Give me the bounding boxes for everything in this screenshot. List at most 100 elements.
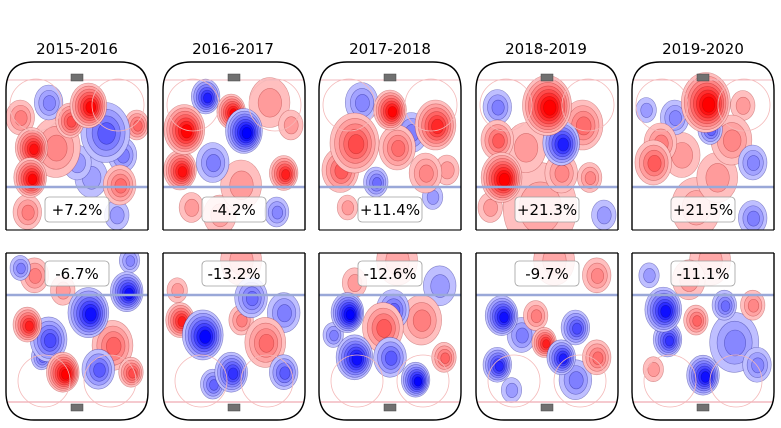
- hotspot-negative: [668, 110, 682, 126]
- heatmap-area: [163, 253, 305, 408]
- hotspot-positive: [439, 161, 455, 180]
- rink-panel: -9.7%: [475, 252, 619, 421]
- rink-boards: [631, 61, 775, 230]
- value-label: -13.2%: [201, 260, 267, 287]
- hotspot-negative: [109, 206, 125, 225]
- rink-panel: +21.5%: [631, 61, 775, 231]
- hotspot-positive: [24, 320, 34, 332]
- faceoff-circle: [91, 78, 145, 132]
- faceoff-circle: [396, 354, 450, 408]
- hotspot-negative: [209, 379, 219, 391]
- hotspot-negative: [42, 95, 56, 111]
- hotspot-negative: [746, 210, 761, 227]
- hotspot-negative: [125, 255, 136, 267]
- hotspot-positive: [542, 339, 551, 349]
- hotspot-positive: [21, 204, 35, 221]
- hotspot-negative: [345, 309, 355, 321]
- net-icon: [70, 73, 84, 82]
- value-label-text: +11.4%: [360, 201, 420, 219]
- rink-panel: -6.7%: [5, 252, 149, 421]
- hotspot-positive: [590, 268, 605, 284]
- value-label-box: [44, 260, 110, 287]
- hotspot-positive: [705, 163, 730, 193]
- hotspot-negative: [724, 329, 746, 357]
- hotspot-positive: [483, 198, 498, 217]
- hotspot-negative: [557, 137, 569, 152]
- heatmap-area: [6, 253, 148, 408]
- rink-boards: [475, 253, 619, 421]
- value-label: +11.4%: [357, 196, 423, 223]
- hotspot-negative: [505, 382, 519, 398]
- faceoff-circle: [717, 78, 771, 132]
- heatmap-area: [319, 253, 461, 408]
- rink-panel: -13.2%: [162, 252, 306, 421]
- hotspot-negative: [558, 353, 568, 365]
- hotspot-negative: [355, 94, 370, 113]
- value-label-text: -13.2%: [207, 265, 260, 283]
- hotspot-negative: [596, 206, 612, 225]
- faceoff-circle: [479, 78, 533, 132]
- rink-panel: +21.3%: [475, 61, 619, 231]
- hotspot-negative: [228, 367, 239, 380]
- value-label: -11.1%: [670, 260, 736, 287]
- hotspot-negative: [746, 155, 761, 171]
- value-label-box: [357, 260, 423, 287]
- value-label-text: -6.7%: [55, 265, 99, 283]
- value-label-box: [201, 260, 267, 287]
- net-icon: [227, 403, 241, 412]
- hotspot-positive: [180, 124, 193, 139]
- value-label-text: -12.6%: [363, 265, 416, 283]
- hotspot-negative: [84, 307, 97, 322]
- net-icon: [383, 73, 397, 82]
- hotspot-negative: [413, 376, 423, 387]
- faceoff-circle: [83, 354, 137, 408]
- faceoff-circle: [240, 354, 294, 408]
- hotspot-negative: [97, 122, 116, 145]
- hotspot-positive: [105, 336, 122, 356]
- value-label-box: [670, 260, 736, 287]
- value-label-box: [201, 196, 267, 223]
- value-label-text: +7.2%: [52, 201, 103, 219]
- faceoff-circle: [561, 78, 615, 132]
- rink-boards: [5, 253, 149, 421]
- hotspot-positive: [747, 298, 760, 313]
- value-label: -6.7%: [44, 260, 110, 287]
- faceoff-circle: [487, 354, 541, 408]
- hotspot-negative: [499, 311, 509, 324]
- value-label-box: [514, 260, 580, 287]
- hotspot-positive: [514, 133, 539, 163]
- hotspot-positive: [29, 143, 39, 156]
- hotspot-positive: [258, 333, 275, 353]
- hotspot-negative: [515, 327, 529, 344]
- value-label-text: -4.2%: [212, 201, 256, 219]
- rink-panel: +7.2%: [5, 61, 149, 231]
- hotspot-positive: [554, 164, 570, 183]
- hotspot-negative: [277, 304, 292, 323]
- heatmap-area: [6, 78, 148, 230]
- hotspot-negative: [430, 274, 450, 298]
- heatmap-area: [476, 75, 618, 230]
- hotspot-negative: [246, 291, 259, 307]
- hotspot-negative: [203, 92, 213, 104]
- rink-boards: [5, 61, 149, 230]
- value-label-text: -9.7%: [525, 265, 569, 283]
- hotspot-positive: [61, 368, 71, 380]
- hotspot-negative: [199, 329, 212, 344]
- net-icon: [70, 403, 84, 412]
- net-icon: [540, 403, 554, 412]
- faceoff-circle: [553, 354, 607, 408]
- hotspot-positive: [530, 309, 543, 323]
- faceoff-circle: [635, 78, 689, 132]
- hotspot-positive: [184, 198, 200, 217]
- hotspot-positive: [281, 169, 291, 180]
- rink-boards: [318, 253, 462, 421]
- hotspot-positive: [177, 166, 188, 178]
- rink-panel: -12.6%: [318, 252, 462, 421]
- rink-boards: [162, 61, 306, 230]
- hotspot-positive: [584, 171, 597, 185]
- value-label: +21.5%: [670, 196, 736, 223]
- hotspot-positive: [431, 118, 444, 135]
- hotspot-positive: [735, 96, 751, 115]
- hotspot-negative: [751, 357, 765, 374]
